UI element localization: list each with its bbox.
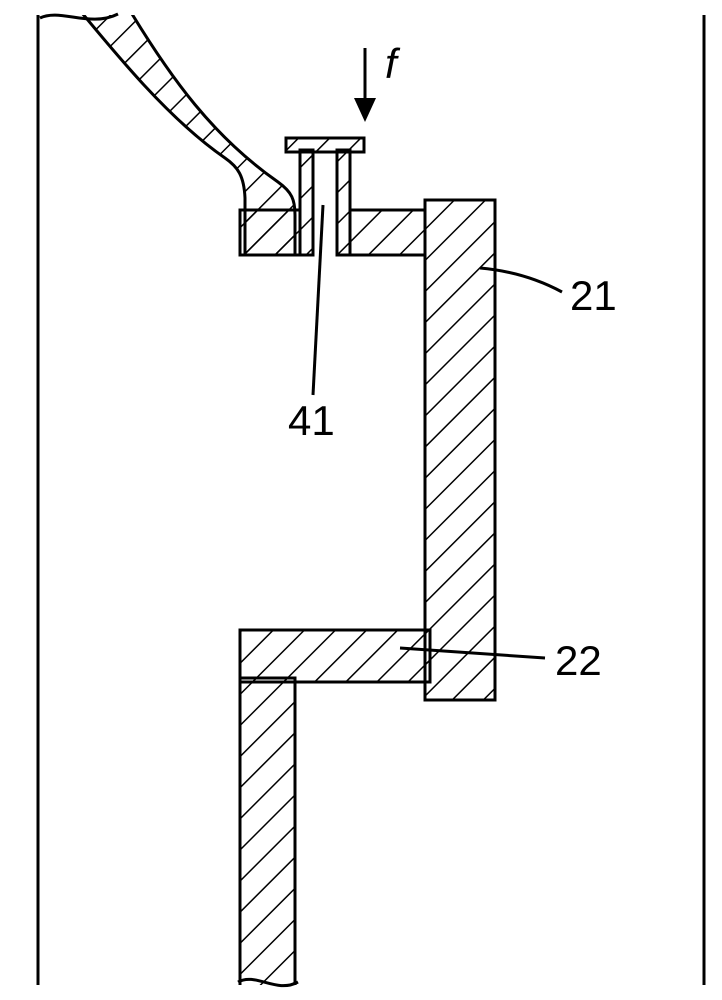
bushing-left-wall: [300, 150, 313, 255]
section-member-22: [240, 630, 430, 682]
section-member-21: [425, 200, 495, 700]
label-22: 22: [555, 637, 602, 684]
technical-drawing: f 21 41 22: [0, 0, 722, 1000]
break-line-top: [40, 14, 118, 19]
bushing-flange: [286, 138, 364, 152]
label-41: 41: [288, 397, 335, 444]
label-force: f: [385, 40, 401, 87]
label-21: 21: [570, 272, 617, 319]
bushing-right-wall: [337, 150, 350, 255]
force-arrow: [354, 48, 376, 122]
section-lower-vertical: [240, 678, 295, 1000]
